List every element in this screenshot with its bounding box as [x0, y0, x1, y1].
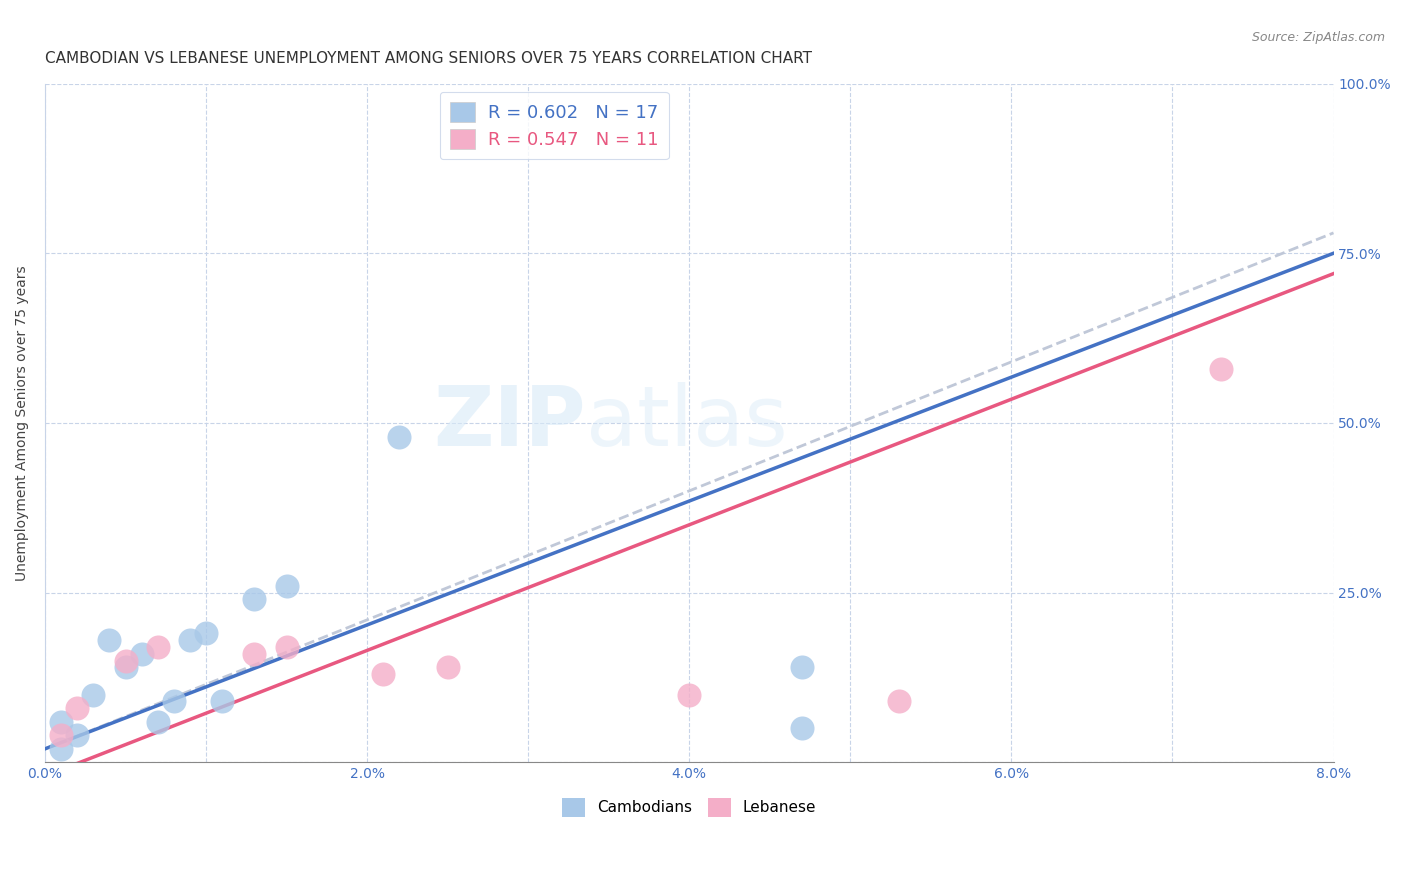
Point — [131, 647, 153, 661]
Point — [114, 660, 136, 674]
Point — [276, 579, 298, 593]
Point — [49, 714, 72, 729]
Point — [49, 728, 72, 742]
Text: atlas: atlas — [586, 383, 787, 464]
Point — [1209, 361, 1232, 376]
Point — [195, 626, 218, 640]
Point — [82, 688, 104, 702]
Point — [790, 660, 813, 674]
Point — [146, 640, 169, 654]
Point — [98, 633, 121, 648]
Point — [887, 694, 910, 708]
Point — [211, 694, 233, 708]
Point — [243, 592, 266, 607]
Point — [179, 633, 201, 648]
Legend: Cambodians, Lebanese: Cambodians, Lebanese — [557, 792, 823, 822]
Point — [436, 660, 458, 674]
Point — [243, 647, 266, 661]
Point — [66, 728, 89, 742]
Point — [790, 722, 813, 736]
Point — [49, 742, 72, 756]
Point — [163, 694, 186, 708]
Point — [146, 714, 169, 729]
Point — [66, 701, 89, 715]
Point — [373, 667, 395, 681]
Point — [276, 640, 298, 654]
Y-axis label: Unemployment Among Seniors over 75 years: Unemployment Among Seniors over 75 years — [15, 265, 30, 581]
Point — [678, 688, 700, 702]
Point — [114, 654, 136, 668]
Text: Source: ZipAtlas.com: Source: ZipAtlas.com — [1251, 31, 1385, 45]
Text: CAMBODIAN VS LEBANESE UNEMPLOYMENT AMONG SENIORS OVER 75 YEARS CORRELATION CHART: CAMBODIAN VS LEBANESE UNEMPLOYMENT AMONG… — [45, 51, 813, 66]
Point — [388, 429, 411, 443]
Text: ZIP: ZIP — [433, 383, 586, 464]
